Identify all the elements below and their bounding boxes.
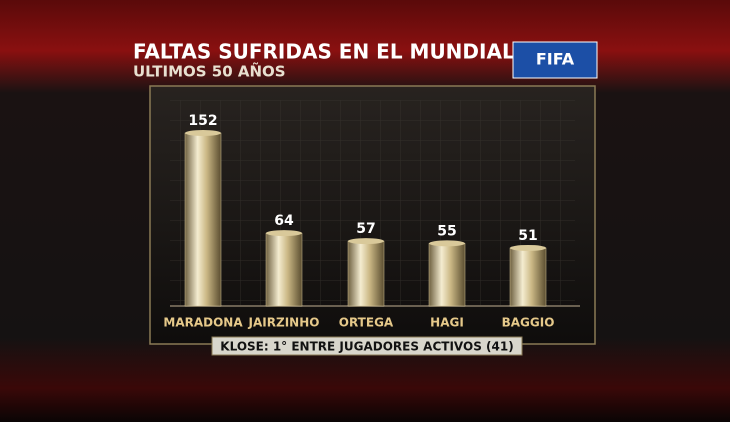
- bar: [428, 243, 466, 307]
- logo: FIFA: [536, 50, 575, 69]
- value-label: 55: [437, 223, 456, 239]
- bar: [184, 132, 222, 307]
- x-tick-label: HAGI: [430, 316, 464, 330]
- value-label: 64: [274, 213, 294, 229]
- annotation-box: [211, 336, 523, 356]
- bar-top: [266, 230, 302, 237]
- x-tick-label: BAGGIO: [502, 316, 555, 330]
- bar: [265, 232, 303, 307]
- value-label: 57: [356, 221, 375, 237]
- bar-top: [429, 240, 465, 247]
- bar: [509, 247, 547, 307]
- value-label: 152: [188, 113, 217, 129]
- x-tick-label: ORTEGA: [339, 316, 394, 330]
- x-tick-label: MARADONA: [163, 316, 243, 330]
- bar-top: [348, 238, 384, 245]
- logo-box: [512, 41, 598, 79]
- bar-top: [510, 244, 546, 251]
- annotation: KLOSE: 1° ENTRE JUGADORES ACTIVOS (41): [220, 340, 513, 354]
- chart-subtitle: ULTIMOS 50 AÑOS: [133, 62, 286, 81]
- value-label: 51: [518, 228, 537, 244]
- chart-title: FALTAS SUFRIDAS EN EL MUNDIAL: [133, 40, 515, 64]
- bar: [347, 240, 385, 307]
- bar-top: [185, 130, 221, 136]
- x-tick-label: JAIRZINHO: [248, 316, 320, 330]
